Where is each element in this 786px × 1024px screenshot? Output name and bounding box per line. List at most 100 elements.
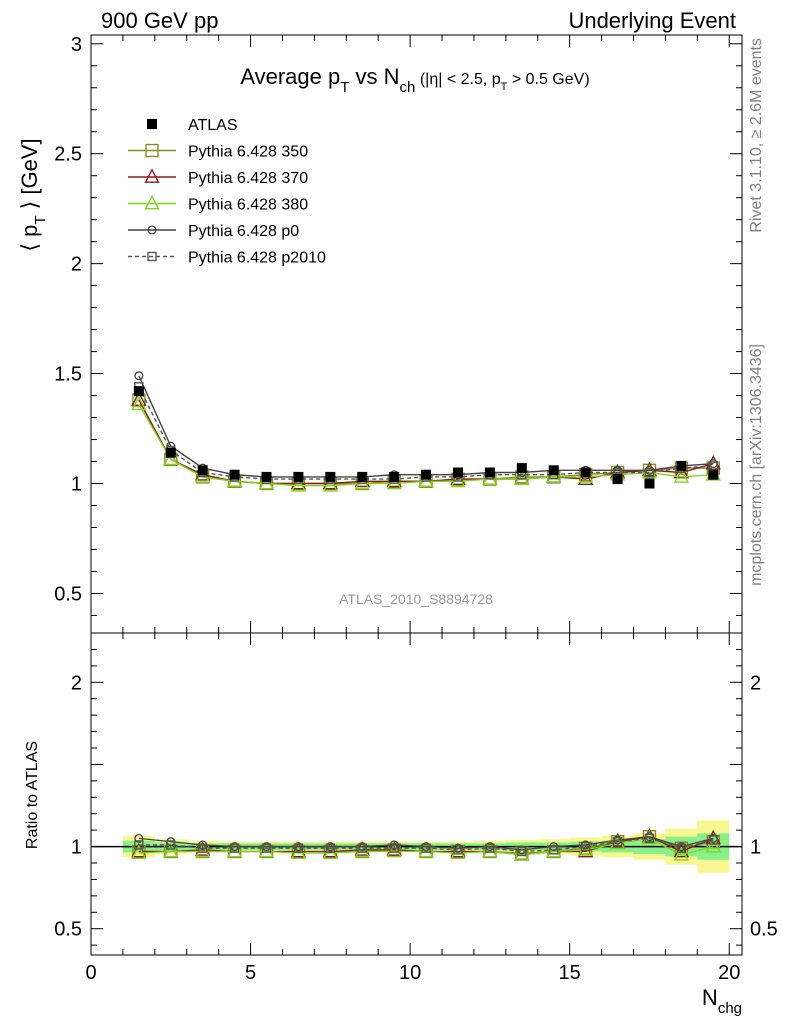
ratio-ytick-label-right: 1: [750, 837, 761, 859]
main-ytick-label: 2: [71, 254, 82, 276]
title-sub-1: T: [340, 79, 349, 96]
ratio-point-p380: [226, 842, 243, 858]
legend-marker-p0: [147, 225, 157, 235]
main-point-data: [708, 469, 719, 480]
ratio-point-p2010: [197, 843, 208, 853]
ratio-point-p2010: [421, 843, 431, 853]
main-ytick-label: 3: [71, 34, 82, 56]
main-point-p380: [163, 450, 179, 466]
legend-entry-data: ATLAS: [147, 117, 238, 134]
ratio-line-p2010: [138, 837, 714, 853]
ratio-point-p2010: [389, 843, 399, 853]
ratio-point-p380: [354, 842, 370, 858]
main-title: Average pT vs Nch (|η| < 2.5, pT > 0.5 G…: [240, 64, 589, 96]
ratio-point-p2010: [612, 836, 623, 847]
legend-marker-p350: [145, 143, 159, 158]
main-point-data: [229, 469, 240, 480]
ratio-point-p2010: [708, 835, 718, 845]
legend-entry-p2010: Pythia 6.428 p2010: [128, 250, 326, 267]
main-x-ticks: [90, 35, 730, 633]
main-point-data: [261, 471, 272, 482]
ratio-xtick-label: 5: [245, 962, 256, 984]
main-series-p2010: [134, 382, 718, 484]
main-y-ticks: 0.5 1 1.5 2 2.5 3: [54, 34, 742, 616]
main-line-p2010: [138, 386, 714, 480]
ratio-point-p2010: [676, 843, 687, 853]
main-point-p380: [673, 468, 690, 483]
legend-entry-p0: Pythia 6.428 p0: [128, 223, 299, 240]
rivet-label: Rivet 3.1.10, ≥ 2.6M events: [748, 38, 765, 233]
ratio-plot-frame: [90, 632, 743, 956]
main-point-data: [484, 467, 495, 478]
ratio-ytick-label-right: 2: [750, 672, 761, 694]
ratio-point-p2010: [580, 841, 591, 852]
title-part-1: Average p: [240, 64, 340, 89]
legend-label-p350: Pythia 6.428 350: [188, 144, 308, 161]
ratio-point-p2010: [293, 843, 304, 853]
main-ytick-label: 0.5: [54, 583, 82, 605]
ratio-point-p370: [673, 842, 690, 858]
ratio-series-group: [131, 828, 721, 861]
main-point-data: [548, 465, 559, 476]
ratio-point-p370: [386, 841, 402, 856]
main-point-data: [197, 465, 208, 476]
main-series-data: [133, 386, 719, 489]
main-point-data: [612, 474, 623, 485]
main-point-p380: [290, 477, 307, 492]
legend-label-p380: Pythia 6.428 380: [188, 197, 308, 214]
legend-marker-p2010: [147, 251, 157, 262]
ratio-ytick-label: 0.5: [54, 919, 82, 941]
main-point-data: [325, 471, 336, 482]
main-ytick-label: 1.5: [54, 364, 82, 386]
ratio-xtick-label: 10: [399, 962, 421, 984]
ratio-y-ticks: 0.5 0.5 1 1 2 2: [54, 648, 778, 946]
ratio-point-p2010: [517, 846, 527, 857]
ratio-point-p380: [705, 837, 721, 853]
legend-entry-p370: Pythia 6.428 370: [128, 168, 308, 187]
main-panel: 0.5 1 1.5 2 2.5 3 ATLAS_2010_S8894728 Average…: [17, 34, 743, 634]
main-point-data: [165, 447, 176, 458]
ratio-point-p380: [450, 844, 466, 860]
legend-label-data: ATLAS: [188, 117, 238, 134]
ratio-point-p380: [577, 841, 594, 856]
legend-label-p2010: Pythia 6.428 p2010: [188, 250, 326, 267]
main-point-p2010: [644, 467, 655, 478]
x-axis-label: Nchg: [702, 985, 742, 1017]
ratio-y-label: Ratio to ATLAS: [24, 741, 41, 849]
main-point-data: [676, 460, 687, 471]
main-point-data: [357, 471, 368, 482]
main-point-data: [389, 471, 400, 482]
ratio-point-p2010: [357, 843, 367, 853]
legend-marker-p380: [144, 194, 160, 210]
main-point-p380: [131, 395, 147, 411]
ratio-point-p2010: [325, 843, 336, 853]
main-y-label: ⟨ pT ⟩ [GeV]: [17, 138, 49, 251]
ratio-point-p380: [514, 846, 530, 861]
main-point-data: [133, 386, 144, 397]
main-point-data: [293, 471, 304, 482]
ratio-point-p370: [322, 842, 338, 858]
ratio-xtick-label: 20: [718, 962, 740, 984]
ratio-point-p380: [482, 842, 498, 858]
ratio-point-p380: [386, 842, 402, 858]
ratio-point-p2010: [644, 833, 655, 844]
main-point-data: [580, 467, 591, 478]
ratio-point-p2010: [166, 840, 176, 850]
legend-entry-p380: Pythia 6.428 380: [128, 194, 308, 214]
ratio-point-p380: [673, 846, 690, 861]
legend-entry-p350: Pythia 6.428 350: [128, 144, 308, 161]
main-y-label-text: ⟨ pT ⟩ [GeV]: [17, 138, 49, 251]
header-left: 900 GeV pp: [101, 8, 218, 33]
ratio-point-p380: [131, 844, 147, 860]
ratio-point-p2010: [549, 845, 559, 855]
main-point-p380: [322, 477, 338, 492]
ratio-series-p2010: [134, 833, 718, 857]
ratio-point-p2010: [261, 843, 272, 853]
legend-label-p370: Pythia 6.428 370: [188, 170, 308, 187]
ratio-panel: 0.5 0.5 1 1 2 2 0 5 10 15 20 Ratio to ATLAS Nchg: [24, 632, 778, 1017]
legend-marker-p370: [144, 168, 160, 183]
ratio-x-ticks: 0 5 10 15 20: [85, 633, 740, 984]
ratio-point-p380: [546, 842, 562, 858]
main-ytick-label: 2.5: [54, 144, 82, 166]
